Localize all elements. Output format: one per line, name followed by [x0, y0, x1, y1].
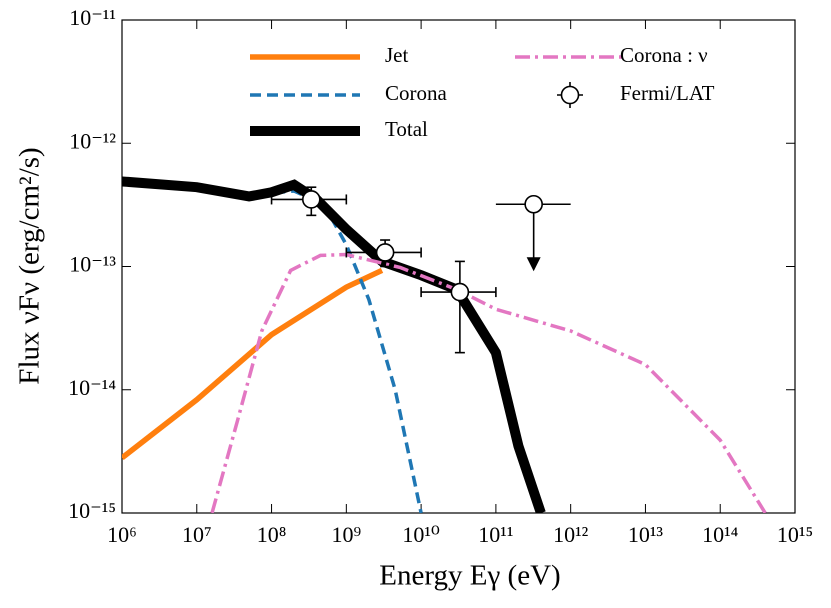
y-tick-label: 10⁻¹³: [69, 252, 116, 277]
legend-label: Corona: [385, 81, 448, 105]
x-tick-label: 10¹¹: [478, 522, 513, 547]
y-tick-label: 10⁻¹⁴: [68, 375, 116, 400]
series-line: [122, 176, 546, 513]
y-axis-label: Flux νFν (erg/cm²/s): [14, 147, 46, 384]
legend-label: Jet: [385, 43, 408, 67]
legend: Jet Corona Total Corona : ν Fermi/LAT: [250, 43, 715, 141]
y-tick-label: 10⁻¹⁵: [68, 498, 116, 523]
legend-label: Total: [385, 117, 428, 141]
series-line: [210, 252, 767, 513]
legend-swatch: [560, 85, 580, 105]
legend-label: Corona : ν: [620, 43, 708, 67]
x-tick-label: 10¹⁵: [777, 522, 813, 547]
series-line: [122, 179, 423, 513]
x-tick-label: 10⁷: [182, 522, 212, 547]
x-axis-label: Energy Eγ (eV): [379, 560, 560, 592]
data-point: [450, 282, 470, 302]
x-tick-label: 10¹⁴: [702, 522, 739, 547]
series-line: [122, 267, 384, 461]
upper-limit-point: [524, 194, 543, 214]
y-tick-label: 10⁻¹¹: [69, 5, 116, 30]
x-tick-label: 10⁸: [257, 522, 287, 547]
upper-limit-arrowhead: [526, 257, 541, 272]
legend-label: Fermi/LAT: [620, 81, 715, 105]
data-point: [375, 243, 395, 262]
x-tick-label: 10⁹: [331, 522, 361, 547]
plot-area: [122, 176, 767, 513]
y-tick-label: 10⁻¹²: [69, 128, 116, 153]
x-tick-label: 10⁶: [107, 522, 137, 547]
x-tick-label: 10¹³: [628, 522, 664, 547]
x-tick-label: 10¹⁰: [402, 522, 440, 547]
x-tick-label: 10¹²: [553, 522, 589, 547]
data-point: [301, 190, 321, 209]
